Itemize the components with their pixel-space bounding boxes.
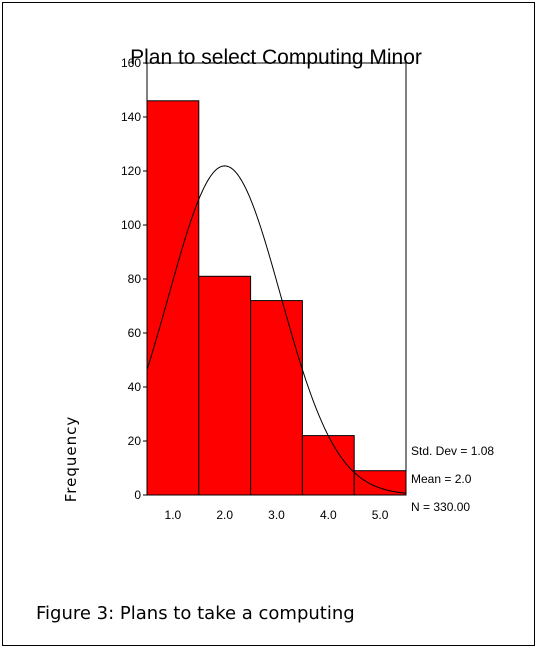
histogram-bar	[301, 435, 355, 496]
y-tick-label: 100	[121, 218, 141, 232]
histogram-bar	[198, 275, 252, 496]
y-tick-label: 160	[121, 56, 141, 70]
histogram-bar	[353, 470, 407, 496]
histogram-chart: Plan to select Computing Minor Frequency…	[62, 46, 494, 522]
y-tick-label: 120	[121, 164, 141, 178]
normal-curve-line	[146, 165, 407, 494]
y-tick-label: 0	[134, 488, 141, 502]
x-tick-label: 1.0	[165, 508, 182, 522]
figure-caption: Figure 3: Plans to take a computing	[36, 603, 355, 624]
chart-title: Plan to select Computing Minor	[130, 46, 422, 69]
histogram-bar	[250, 300, 303, 496]
x-tick-label: 4.0	[320, 508, 337, 522]
n-label: N = 330.00	[411, 500, 470, 514]
histogram-bar	[146, 100, 200, 496]
y-tick-label: 20	[128, 434, 142, 448]
y-tick-label: 80	[128, 272, 142, 286]
mean-label: Mean = 2.0	[411, 472, 472, 486]
y-tick-label: 60	[128, 326, 142, 340]
y-tick-label: 140	[121, 110, 141, 124]
std-dev-label: Std. Dev = 1.08	[411, 444, 494, 458]
y-axis-label: Frequency	[62, 416, 80, 503]
y-tick-label: 40	[128, 380, 142, 394]
x-tick-label: 2.0	[216, 508, 233, 522]
x-tick-label: 3.0	[268, 508, 285, 522]
x-tick-label: 5.0	[372, 508, 389, 522]
